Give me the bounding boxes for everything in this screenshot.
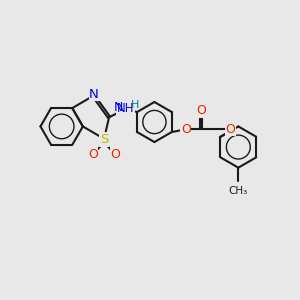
Text: O: O (226, 123, 236, 136)
Text: O: O (181, 123, 191, 136)
Text: N: N (113, 101, 123, 114)
Text: O: O (88, 148, 98, 160)
Text: S: S (100, 133, 108, 146)
Text: NH: NH (116, 102, 134, 115)
Text: H: H (130, 100, 139, 110)
Text: CH₃: CH₃ (229, 186, 248, 196)
Text: N: N (89, 88, 99, 101)
Text: O: O (196, 104, 206, 117)
Text: O: O (110, 148, 120, 160)
